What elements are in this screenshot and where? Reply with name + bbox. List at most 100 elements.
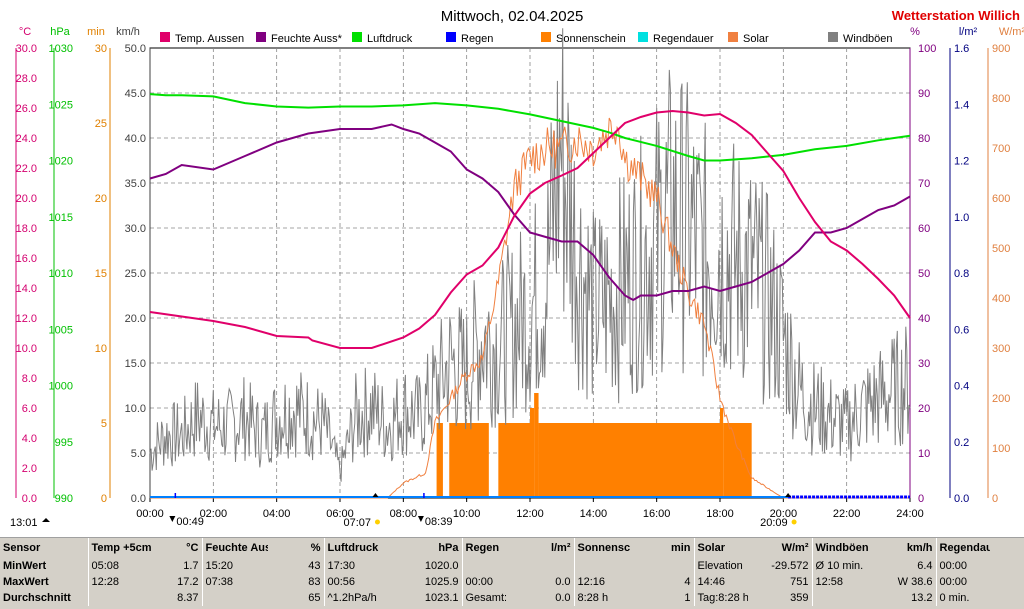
summary-header-cell: Feuchte Auss [201,538,268,558]
summary-cell-value: 83 [308,576,321,588]
summary-cell-value: 1.7 [183,560,199,572]
rain-tick-label: 1.6 [954,43,969,55]
axis-unit-pressure: hPa [50,26,70,38]
time-tick-label: 18:00 [706,508,734,520]
legend-swatch [256,32,266,42]
series-line-luftdruck [149,93,911,162]
legend-swatch [728,32,738,42]
legend-swatch [541,32,551,42]
time-tick-label: 12:00 [516,508,544,520]
summary-cell-time: 00:56 [323,574,386,590]
summary-cell-value: 1 [684,592,691,604]
solar-tick-label: 100 [992,443,1010,455]
summary-header-unit: hPa [438,542,459,554]
summary-cell-time: 12:58 [811,574,868,590]
down-arrow-icon [417,516,424,522]
pressure-tick-label: 1010 [49,268,73,280]
wind-tick-label: 30.0 [125,223,146,235]
summary-cell-value: W 38.6 [897,576,933,588]
legend-swatch [828,32,838,42]
rain-tick-label: 1.4 [954,99,969,111]
time-tick-label: 24:00 [896,508,924,520]
wind-tick-label: 5.0 [131,448,146,460]
summary-cell-time: Gesamt: [461,590,506,606]
time-tick-label: 02:00 [200,508,228,520]
pressure-tick-label: 990 [55,493,73,505]
sunshine-tick-label: 10 [95,343,107,355]
sun-marker-icon [374,519,380,525]
summary-cell-time: Ø 10 min. [811,558,868,574]
legend-label: Regendauer [653,33,714,45]
sunshine-bar [436,423,443,498]
summary-row: MaxWert 12:28 17.2 07:38 83 00:56 1025.9 00:00 0… [0,574,1024,590]
rain-tick-label: 0.6 [954,324,969,336]
legend-swatch [160,32,170,42]
time-tick-label: 04:00 [263,508,291,520]
summary-cell-time: 00:00 [461,574,506,590]
humidity-tick-label: 50 [918,268,930,280]
sunshine-tick-label: 25 [95,118,107,130]
summary-cell-time [461,558,506,574]
summary-cell-value: 43 [308,560,321,572]
summary-cell-time: 00:00 [935,558,990,574]
summary-cell-value: 0.0 [555,576,571,588]
sunrise-marker-icon [372,493,379,497]
wind-tick-label: 50.0 [125,43,146,55]
legend-label: Luftdruck [367,33,413,45]
rain-tick-label: 0.8 [954,268,969,280]
axis-unit-sunshine: min [87,26,105,38]
sunshine-tick-label: 5 [101,418,107,430]
summary-header-unit: W/m² [781,542,809,554]
summary-header-cell: Sonnenschein [573,538,630,558]
summary-header-cell: Temp +5cm [87,538,156,558]
series-line-temp [149,109,911,349]
summary-row: Durchschnitt 8.37 65 ^1.2hPa/h 1023.1 Gesamt:… [0,590,1024,606]
temp-tick-label: 22.0 [16,163,37,175]
marker-time-label: 08:39 [425,516,453,528]
humidity-tick-label: 80 [918,133,930,145]
summary-row: MinWert 05:08 1.7 15:20 43 17:30 1020.0 Elevati… [0,558,1024,574]
axis-unit-wind: km/h [116,26,140,38]
summary-cell-value: 0 [990,574,1024,590]
summary-header-cell: Sensor [3,542,41,554]
weather-chart: Mittwoch, 02.04.2025 Wetterstation Willic… [10,8,1024,529]
summary-header-unit: °C [186,542,199,554]
summary-header-cell: Solar [693,538,748,558]
summary-cell-time: Tag:8:28 h [693,590,748,606]
temp-tick-label: 26.0 [16,103,37,115]
summary-cell-time [811,590,868,606]
legend-label: Feuchte Auss* [271,33,343,45]
temp-tick-label: 6.0 [22,403,37,415]
pressure-tick-label: 1005 [49,324,73,336]
sunshine-bar [498,423,530,498]
wind-tick-label: 0.0 [131,493,146,505]
summary-row-label: MinWert [3,560,47,572]
summary-cell-time: 05:08 [87,558,156,574]
summary-header-unit: km/h [906,542,933,554]
rain-tick-label: 1.2 [954,156,969,168]
time-tick-label: 22:00 [833,508,861,520]
summary-cell-time: Elevation [693,558,748,574]
axis-unit-temp: °C [19,26,31,38]
pressure-tick-label: 995 [55,437,73,449]
sun-marker-icon [791,519,797,525]
humidity-tick-label: 100 [918,43,936,55]
temp-tick-label: 16.0 [16,253,37,265]
legend-label: Temp. Aussen [175,33,244,45]
solar-tick-label: 700 [992,143,1010,155]
chart-title: Mittwoch, 02.04.2025 [441,8,584,25]
summary-cell-value: 0.0 [555,592,571,604]
solar-tick-label: 800 [992,93,1010,105]
axis-unit-solar: W/m² [999,26,1024,38]
summary-cell-time: ^1.2hPa/h [323,590,386,606]
time-tick-label: 06:00 [326,508,354,520]
temp-tick-label: 2.0 [22,463,37,475]
summary-cell-value: 1020.0 [424,560,459,572]
solar-tick-label: 600 [992,193,1010,205]
series-line-feuchte [149,123,911,302]
summary-cell-value: 8.37 [177,592,199,604]
summary-cell-value: 4 [684,576,691,588]
solar-tick-label: 0 [992,493,998,505]
